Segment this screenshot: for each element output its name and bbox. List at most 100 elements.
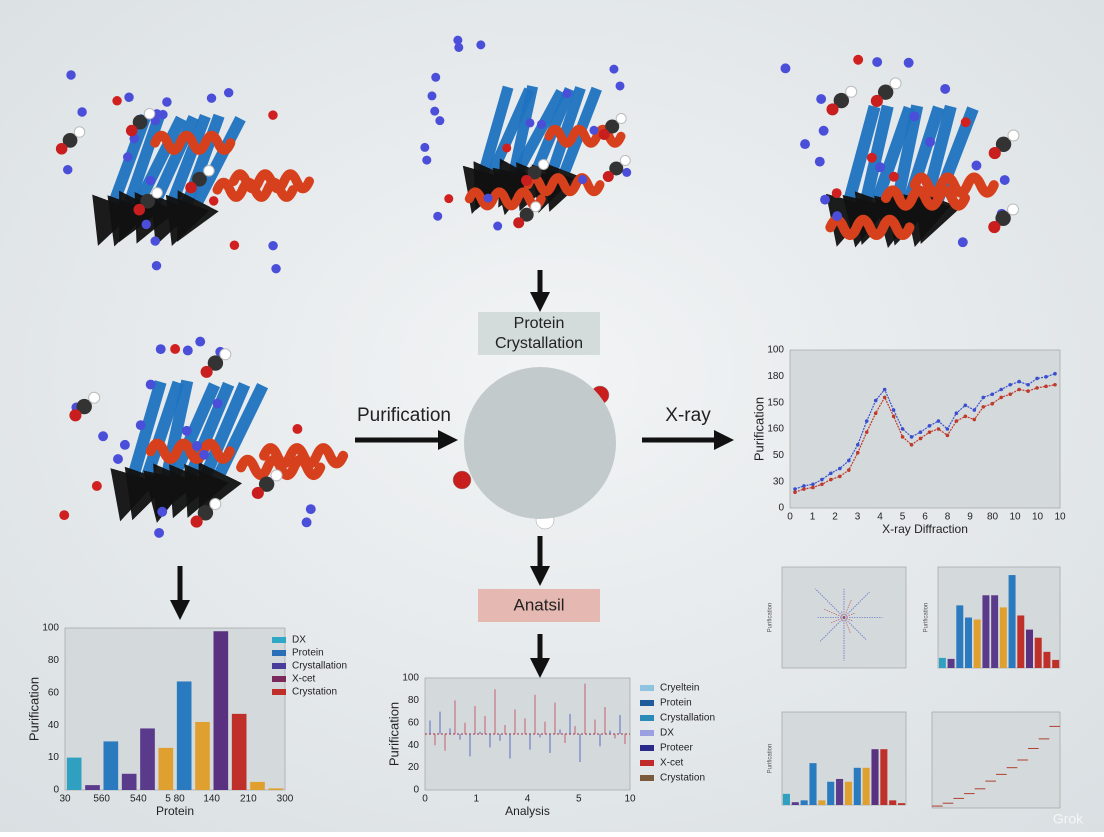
bar [195,721,210,790]
point [811,485,815,490]
atom [866,152,877,163]
atom [870,94,883,108]
legend-label: Crystallation [292,661,347,672]
point [873,398,878,403]
atom [158,109,168,120]
point [864,430,869,434]
crystallization-label: Crystallation [495,335,583,352]
beta-strand [544,86,602,212]
legend-swatch [272,663,286,669]
point [954,419,959,423]
atom [615,81,625,91]
atom [889,77,902,90]
legend-label: Crystallation [660,713,715,724]
atom [502,143,512,153]
x-tick-label: 5 [900,512,906,523]
point [1035,386,1039,390]
atom [422,155,432,165]
alpha-helix [150,130,236,155]
atom [212,398,223,409]
atom [940,83,951,94]
atom [268,110,278,120]
point [891,414,896,419]
atom [521,174,533,186]
atom [195,336,206,347]
alpha-helix [523,173,605,196]
point [1044,384,1048,389]
atom [875,162,886,173]
atom [476,40,486,50]
ray [814,588,845,618]
atom [995,210,1011,226]
atom [69,409,82,422]
y-axis-label: Purification [924,603,930,633]
atom [814,156,825,167]
atom [192,171,207,187]
atom [988,221,1001,234]
bar [938,657,946,668]
point [1017,387,1021,392]
point [1008,392,1012,397]
chart: Purification [924,566,1061,669]
bar [1043,651,1051,668]
atom [562,89,572,99]
y-tick-label: 0 [53,785,59,796]
point [793,487,797,491]
atom [203,165,215,177]
point [802,487,806,491]
bar [66,757,82,790]
legend-swatch [640,685,654,691]
x-tick-label: 1 [473,794,479,805]
atom [162,97,172,107]
point [882,387,887,392]
atom [431,72,441,82]
point [829,471,833,476]
bar [898,803,906,805]
atom [151,260,162,271]
bar [176,681,192,790]
atom [452,470,472,490]
atom [76,398,92,415]
bar [140,728,155,790]
atom [154,527,165,538]
point [891,408,896,412]
ray [843,599,852,618]
atom [925,137,936,147]
atom [903,57,914,68]
atom [119,439,130,450]
protein-illustration [780,54,1020,248]
xray-label: X-ray [665,405,711,426]
point [793,490,797,495]
atom [151,187,163,199]
x-tick-label: 3 [855,512,861,523]
atom [800,139,810,150]
legend-label: DX [660,728,674,739]
ray [841,617,845,623]
atom [530,201,542,213]
atom [483,193,493,203]
atom [833,92,850,109]
atom [66,70,76,80]
legend-swatch [640,715,654,721]
atom [578,175,588,185]
atom [135,420,146,431]
point [954,411,959,416]
atom [200,365,213,378]
atom [877,84,894,100]
ray [843,617,851,634]
point [1044,375,1048,379]
atom [145,175,156,186]
atom [536,119,546,129]
atom [527,165,542,180]
point [963,414,968,419]
atom [113,454,123,464]
alpha-helix [880,185,971,211]
chart: 100 180 150 160 50 30 00 1 2 3 4 5 6 8 9 80 10 10 10 Purifi… [751,345,1066,537]
point [802,484,806,488]
point [981,395,986,400]
point [820,477,824,482]
y-tick-label: 160 [767,424,784,435]
point [846,458,851,463]
